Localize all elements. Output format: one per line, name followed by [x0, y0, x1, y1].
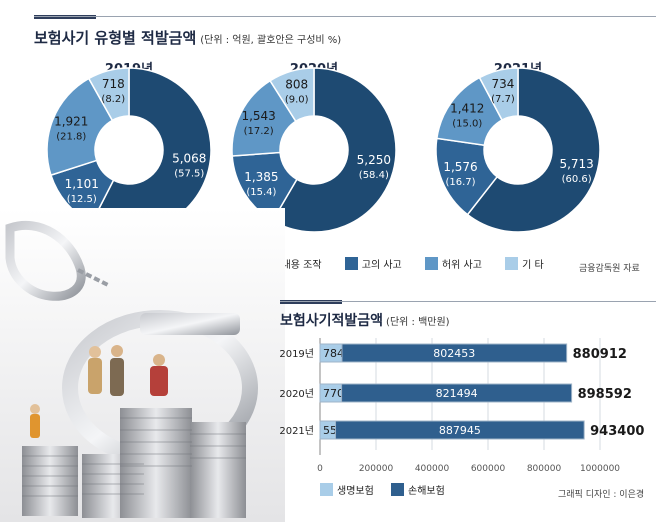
- legend-item-intentional: 고의 사고: [344, 256, 402, 271]
- bar-title-text: 보험사기적발금액: [280, 313, 384, 329]
- donut-slice: [87, 67, 130, 122]
- legend-swatch: [391, 483, 404, 496]
- slice-value-label: 1,101: [65, 177, 99, 191]
- bar-value-label: 887945: [439, 424, 481, 437]
- slice-percent-label: (12.5): [67, 194, 97, 205]
- y-category-label: 2021년: [279, 425, 314, 437]
- legend-label: 기 타: [522, 260, 544, 271]
- title-rule: [34, 16, 656, 17]
- donut-slice: [269, 67, 315, 123]
- bar-chart-title: 보험사기적발금액 (단위 : 백만원): [280, 310, 450, 330]
- graphic-credit: 그래픽 디자인 : 이은경: [558, 490, 645, 500]
- slice-value-label: 5,250: [357, 153, 391, 167]
- donut-slice: [271, 67, 397, 233]
- bar-total-label: 880912: [573, 347, 627, 362]
- bar-segment-nonlife: [341, 343, 568, 363]
- slice-percent-label: (17.2): [244, 126, 274, 137]
- x-tick-label: 200000: [359, 464, 394, 474]
- legend-swatch: [344, 257, 358, 270]
- legend-swatch: [320, 483, 333, 496]
- bar-value-label: 802453: [433, 347, 475, 360]
- donut-slice: [478, 67, 519, 121]
- bar-title-accent: [280, 300, 342, 304]
- slice-value-label: 1,385: [244, 170, 278, 184]
- legend-item-false: 허위 사고: [424, 256, 482, 271]
- y-category-label: 2020년: [279, 388, 314, 400]
- bar-legend: 생명보험 손해보험: [320, 482, 459, 499]
- legend-label: 사고 내용 조작: [260, 260, 322, 271]
- slice-value-label: 1,543: [241, 109, 275, 123]
- legend-label: 생명보험: [337, 486, 374, 497]
- title-unit-note: (단위 : 억원, 괄호안은 구성비 %): [200, 35, 342, 46]
- legend-swatch: [424, 257, 438, 270]
- handcuffs-coins-illustration: [0, 208, 285, 522]
- slice-percent-label: (15.4): [246, 187, 276, 198]
- x-tick-label: 400000: [415, 464, 450, 474]
- bar-segment-nonlife: [335, 420, 585, 440]
- legend-item-other: 기 타: [505, 256, 544, 271]
- bar-total-label: 943400: [590, 424, 644, 439]
- slice-value-label: 734: [492, 77, 515, 91]
- x-tick-label: 600000: [471, 464, 506, 474]
- legend-label: 손해보험: [408, 486, 445, 497]
- slice-value-label: 808: [285, 77, 308, 91]
- slice-percent-label: (16.7): [445, 177, 475, 188]
- x-tick-label: 0: [317, 464, 323, 474]
- legend-item-nonlife: 손해보험: [391, 482, 445, 497]
- slice-percent-label: (15.0): [452, 118, 482, 129]
- bar-total-label: 898592: [578, 387, 632, 402]
- x-tick-label: 1000000: [580, 464, 620, 474]
- slice-value-label: 1,921: [54, 114, 88, 128]
- slice-value-label: 1,412: [450, 101, 484, 115]
- slice-percent-label: (7.7): [491, 94, 515, 105]
- slice-percent-label: (21.8): [56, 131, 86, 142]
- source-note: 금융감독원 자료: [579, 264, 640, 274]
- bar-segment-nonlife: [341, 383, 573, 403]
- bar-value-label: 821494: [436, 387, 478, 400]
- title-accent-bar: [34, 15, 96, 19]
- donut-slice: [466, 67, 601, 233]
- slice-percent-label: (57.5): [174, 169, 204, 180]
- page-title: 보험사기 유형별 적발금액 (단위 : 억원, 괄호안은 구성비 %): [34, 27, 341, 48]
- slice-value-label: 1,576: [443, 160, 477, 174]
- donut-slice: [46, 77, 114, 177]
- bar-title-rule: [280, 301, 656, 302]
- slice-percent-label: (8.2): [101, 94, 125, 105]
- x-tick-label: 800000: [527, 464, 562, 474]
- legend-label: 허위 사고: [441, 260, 482, 271]
- title-text: 보험사기 유형별 적발금액: [34, 29, 197, 47]
- legend-label: 고의 사고: [361, 260, 402, 271]
- y-category-label: 2019년: [279, 348, 314, 360]
- slice-percent-label: (60.6): [562, 174, 592, 185]
- slice-value-label: 718: [102, 77, 125, 91]
- slice-percent-label: (58.4): [359, 170, 389, 181]
- legend-swatch: [505, 257, 519, 270]
- slice-value-label: 5,713: [559, 157, 593, 171]
- bar-title-unit-note: (단위 : 백만원): [386, 317, 450, 328]
- slice-percent-label: (9.0): [285, 94, 309, 105]
- slice-value-label: 5,068: [172, 152, 206, 166]
- legend-item-life: 생명보험: [320, 482, 374, 497]
